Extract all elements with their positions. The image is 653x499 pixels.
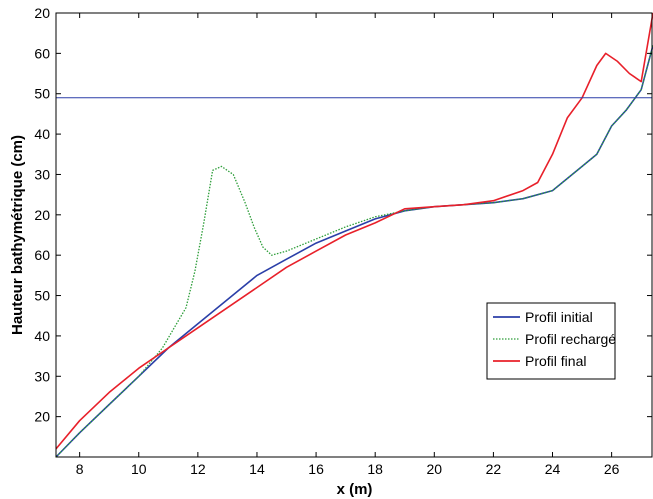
y-tick-label-2: 40: [34, 328, 50, 344]
y-tick-label-9: 60: [34, 45, 50, 61]
y-axis-ticks: 20 30 40 50 60 20 30 40 50 60 20: [34, 5, 652, 425]
y-tick-label-5: 20: [34, 207, 50, 223]
x-tick-label-8: 24: [545, 461, 561, 477]
x-tick-label-6: 20: [427, 461, 443, 477]
legend-label-1: Profil initial: [525, 309, 593, 325]
series-line-3: [55, 12, 653, 450]
y-tick-label-10: 20: [34, 5, 50, 21]
y-tick-label-4: 60: [34, 247, 50, 263]
legend: Profil initial Profil rechargé Profil fina…: [486, 302, 616, 380]
x-axis-ticks: 8 10 12 14 16 18 20 22 24 26: [76, 13, 620, 477]
y-tick-label-0: 20: [34, 409, 50, 425]
x-tick-label-7: 22: [486, 461, 502, 477]
x-axis-label: x (m): [337, 481, 373, 498]
y-tick-label-6: 30: [34, 166, 50, 182]
plot-lines: [55, 12, 653, 458]
x-tick-label-1: 10: [131, 461, 147, 477]
y-axis-label: Hauteur bathymétrique (cm): [9, 135, 26, 335]
plot-area-frame: [55, 12, 653, 458]
y-tick-label-1: 30: [34, 368, 50, 384]
x-tick-label-2: 12: [190, 461, 206, 477]
y-tick-label-7: 40: [34, 126, 50, 142]
legend-label-3: Profil final: [525, 353, 586, 369]
x-tick-label-5: 18: [367, 461, 383, 477]
x-tick-label-0: 8: [76, 461, 84, 477]
series-line-2: [55, 45, 653, 458]
y-tick-label-8: 50: [34, 86, 50, 102]
x-tick-label-3: 14: [249, 461, 265, 477]
x-tick-label-4: 16: [308, 461, 324, 477]
y-tick-label-3: 50: [34, 288, 50, 304]
legend-label-2: Profil rechargé: [525, 331, 616, 347]
legend-box: [486, 302, 616, 380]
x-tick-label-9: 26: [604, 461, 620, 477]
